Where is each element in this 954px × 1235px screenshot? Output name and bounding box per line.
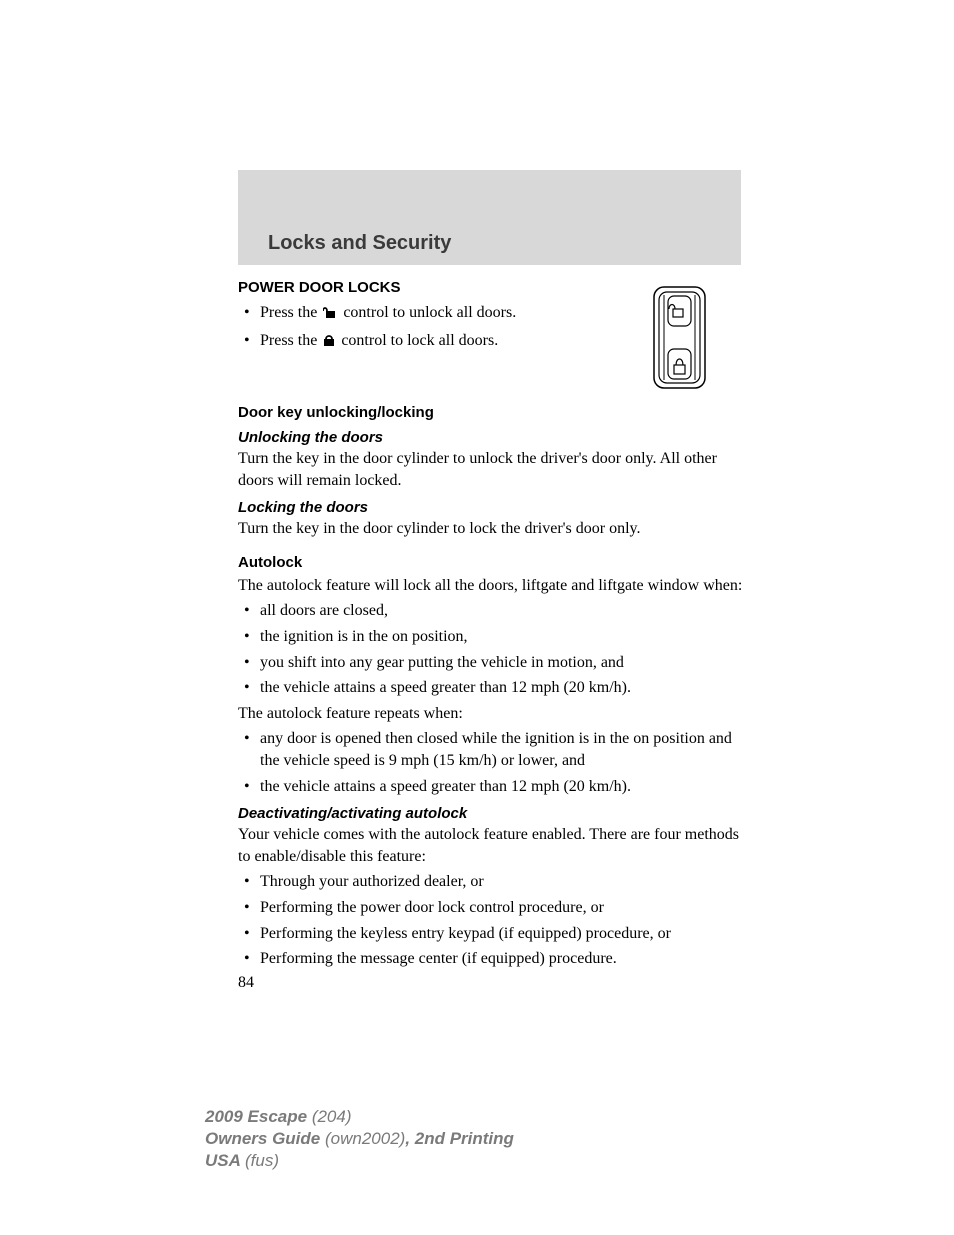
text: control to unlock all doors. (343, 304, 516, 321)
section-header-band: Locks and Security (238, 170, 741, 265)
paragraph: The autolock feature repeats when: (238, 703, 744, 725)
paragraph: Turn the key in the door cylinder to unl… (238, 448, 744, 491)
heading-power-door-locks: POWER DOOR LOCKS (238, 279, 594, 296)
heading-unlocking: Unlocking the doors (238, 429, 744, 446)
footer-code: (204) (312, 1107, 352, 1126)
lock-icon (323, 332, 335, 354)
footer-model: 2009 Escape (205, 1107, 312, 1126)
heading-locking: Locking the doors (238, 499, 744, 516)
heading-door-key: Door key unlocking/locking (238, 404, 744, 421)
list-item: you shift into any gear putting the vehi… (238, 652, 744, 674)
power-door-locks-list: Press the control to unlock all doors. P… (238, 302, 594, 353)
document-footer: 2009 Escape (204) Owners Guide (own2002)… (205, 1106, 514, 1172)
door-switch-illustration (614, 279, 744, 390)
footer-region: USA (205, 1151, 245, 1170)
list-item: Through your authorized dealer, or (238, 871, 744, 893)
footer-line: USA (fus) (205, 1150, 514, 1172)
heading-autolock: Autolock (238, 554, 744, 571)
autolock-repeats-list: any door is opened then closed while the… (238, 728, 744, 797)
list-item: the vehicle attains a speed greater than… (238, 677, 744, 699)
deactivate-methods-list: Through your authorized dealer, or Perfo… (238, 871, 744, 969)
heading-deactivating: Deactivating/activating autolock (238, 805, 744, 822)
paragraph: The autolock feature will lock all the d… (238, 575, 744, 597)
list-item: all doors are closed, (238, 600, 744, 622)
footer-printing: , 2nd Printing (405, 1129, 514, 1148)
text: control to lock all doors. (341, 332, 498, 349)
footer-region-code: (fus) (245, 1151, 279, 1170)
list-item: the vehicle attains a speed greater than… (238, 776, 744, 798)
manual-page: Locks and Security POWER DOOR LOCKS Pres… (0, 0, 954, 992)
paragraph: Your vehicle comes with the autolock fea… (238, 824, 744, 867)
list-item: Performing the keyless entry keypad (if … (238, 923, 744, 945)
text: Press the (260, 332, 321, 349)
list-item: Press the control to lock all doors. (238, 330, 594, 354)
section-title: Locks and Security (268, 232, 741, 255)
footer-line: 2009 Escape (204) (205, 1106, 514, 1128)
autolock-conditions-list: all doors are closed, the ignition is in… (238, 600, 744, 698)
unlock-icon (323, 304, 337, 326)
power-door-locks-section: POWER DOOR LOCKS Press the control to un… (238, 279, 744, 390)
list-item: Performing the message center (if equipp… (238, 948, 744, 970)
page-number: 84 (238, 974, 744, 992)
paragraph: Turn the key in the door cylinder to loc… (238, 518, 744, 540)
list-item: Performing the power door lock control p… (238, 897, 744, 919)
list-item: Press the control to unlock all doors. (238, 302, 594, 326)
text: Press the (260, 304, 321, 321)
footer-line: Owners Guide (own2002), 2nd Printing (205, 1128, 514, 1150)
footer-guide: Owners Guide (205, 1129, 325, 1148)
list-item: the ignition is in the on position, (238, 626, 744, 648)
footer-guide-code: (own2002) (325, 1129, 405, 1148)
list-item: any door is opened then closed while the… (238, 728, 744, 771)
